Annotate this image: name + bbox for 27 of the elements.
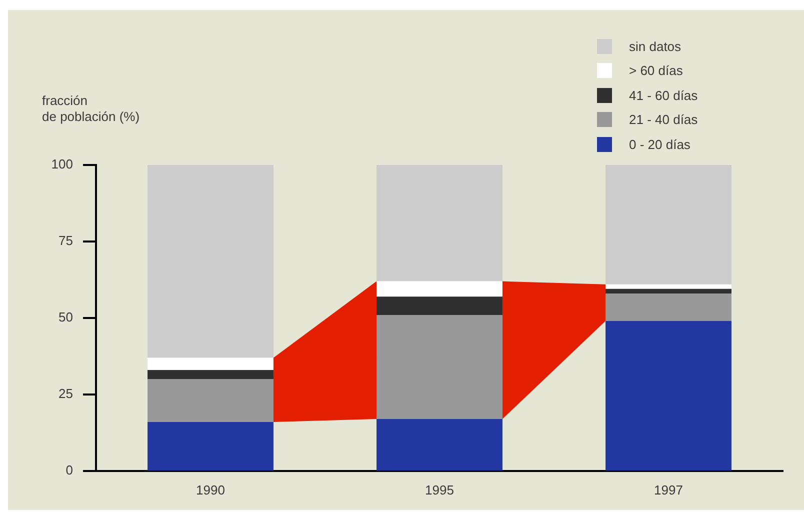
bar	[376, 296, 502, 315]
y-tick-label: 75	[58, 233, 73, 248]
bar	[606, 284, 732, 289]
bar	[376, 165, 502, 282]
bar	[148, 165, 274, 358]
bar	[148, 422, 274, 470]
legend-label: 0 - 20 días	[629, 136, 690, 152]
x-tick-label: 1990	[196, 482, 225, 498]
bar	[606, 288, 732, 294]
bar	[148, 358, 274, 370]
x-tick-label: 1995	[425, 482, 454, 498]
y-tick-label: 25	[58, 386, 73, 402]
bar	[148, 379, 274, 422]
bar	[376, 281, 502, 297]
legend-label: > 60 días	[629, 63, 683, 78]
legend-label: 41 - 60 días	[629, 88, 698, 103]
bar	[606, 294, 732, 322]
bar	[148, 370, 274, 380]
y-axis-title: fracción de población (%)	[42, 93, 140, 125]
legend-label: sin datos	[629, 38, 682, 54]
y-tick-label: 100	[51, 156, 73, 172]
x-tick-label: 1997	[654, 482, 683, 498]
y-tick-label: 50	[58, 310, 73, 325]
bar	[606, 165, 732, 284]
bar	[376, 418, 502, 470]
legend-label: 21 - 40 días	[629, 112, 698, 128]
y-tick-label: 0	[66, 462, 73, 478]
